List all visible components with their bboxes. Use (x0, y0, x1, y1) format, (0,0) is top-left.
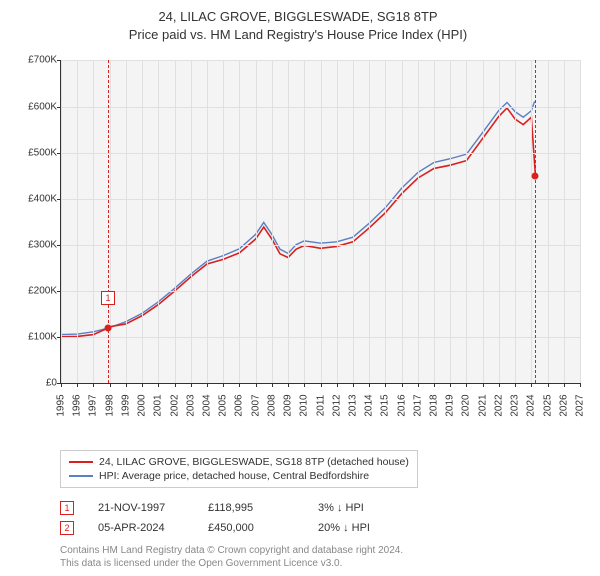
transaction-vs-hpi: 20% ↓ HPI (318, 522, 370, 534)
title-line-1: 24, LILAC GROVE, BIGGLESWADE, SG18 8TP (10, 8, 586, 26)
plot-inner: £0£100K£200K£300K£400K£500K£600K£700K199… (60, 60, 580, 384)
x-axis-label: 2000 (137, 395, 148, 417)
transaction-row: 1 21-NOV-1997 £118,995 3% ↓ HPI (60, 498, 586, 518)
x-axis-label: 2008 (266, 395, 277, 417)
x-axis-label: 2014 (364, 395, 375, 417)
legend: 24, LILAC GROVE, BIGGLESWADE, SG18 8TP (… (60, 450, 418, 488)
y-axis-label: £500K (15, 147, 57, 158)
x-axis-label: 2016 (396, 395, 407, 417)
x-axis-label: 2013 (347, 395, 358, 417)
legend-label: HPI: Average price, detached house, Cent… (99, 470, 369, 482)
y-axis-label: £400K (15, 193, 57, 204)
transaction-date: 21-NOV-1997 (98, 502, 184, 514)
x-axis-label: 2011 (315, 395, 326, 417)
legend-swatch (69, 475, 93, 477)
x-axis-label: 2020 (461, 395, 472, 417)
x-axis-label: 2019 (445, 395, 456, 417)
transaction-marker-box: 1 (60, 501, 74, 515)
footer-line-2: This data is licensed under the Open Gov… (60, 557, 586, 570)
x-axis-label: 2022 (493, 395, 504, 417)
x-axis-label: 2009 (283, 395, 294, 417)
x-axis-label: 2017 (412, 395, 423, 417)
marker-box: 1 (101, 291, 115, 305)
x-axis-label: 2023 (510, 395, 521, 417)
x-axis-label: 2015 (380, 395, 391, 417)
plot-area: £0£100K£200K£300K£400K£500K£600K£700K199… (50, 52, 586, 412)
transactions-table: 1 21-NOV-1997 £118,995 3% ↓ HPI 2 05-APR-2024… (60, 498, 586, 538)
x-axis-label: 2003 (185, 395, 196, 417)
x-axis-label: 2012 (331, 395, 342, 417)
chart-container: 24, LILAC GROVE, BIGGLESWADE, SG18 8TP P… (0, 0, 600, 576)
x-axis-label: 1999 (120, 395, 131, 417)
marker-line (108, 60, 109, 383)
x-axis-label: 2001 (153, 395, 164, 417)
y-axis-label: £200K (15, 286, 57, 297)
footer-line-1: Contains HM Land Registry data © Crown c… (60, 544, 586, 557)
x-axis-label: 2004 (201, 395, 212, 417)
y-axis-label: £300K (15, 239, 57, 250)
legend-item: 24, LILAC GROVE, BIGGLESWADE, SG18 8TP (… (69, 455, 409, 469)
transaction-date: 05-APR-2024 (98, 522, 184, 534)
series-price_paid (61, 108, 535, 337)
footer-attribution: Contains HM Land Registry data © Crown c… (60, 544, 586, 570)
chart-title: 24, LILAC GROVE, BIGGLESWADE, SG18 8TP P… (10, 8, 586, 44)
legend-swatch (69, 461, 93, 463)
title-line-2: Price paid vs. HM Land Registry's House … (10, 26, 586, 44)
transaction-row: 2 05-APR-2024 £450,000 20% ↓ HPI (60, 518, 586, 538)
x-axis-label: 2010 (299, 395, 310, 417)
x-axis-label: 2021 (477, 395, 488, 417)
transaction-marker-box: 2 (60, 521, 74, 535)
transaction-vs-hpi: 3% ↓ HPI (318, 502, 364, 514)
transaction-price: £118,995 (208, 502, 294, 514)
x-axis-label: 1997 (88, 395, 99, 417)
x-axis-label: 2018 (429, 395, 440, 417)
x-axis-label: 1996 (72, 395, 83, 417)
marker-dot (532, 172, 539, 179)
legend-label: 24, LILAC GROVE, BIGGLESWADE, SG18 8TP (… (99, 456, 409, 468)
x-axis-label: 1998 (104, 395, 115, 417)
x-axis-label: 2006 (234, 395, 245, 417)
y-axis-label: £700K (15, 55, 57, 66)
marker-dot (105, 325, 112, 332)
y-axis-label: £100K (15, 332, 57, 343)
transaction-price: £450,000 (208, 522, 294, 534)
x-axis-label: 2026 (558, 395, 569, 417)
series-hpi (61, 102, 535, 335)
x-axis-label: 2025 (542, 395, 553, 417)
y-axis-label: £0 (15, 378, 57, 389)
x-axis-label: 2024 (526, 395, 537, 417)
y-axis-label: £600K (15, 101, 57, 112)
x-axis-label: 1995 (56, 395, 67, 417)
x-axis-label: 2007 (250, 395, 261, 417)
x-axis-label: 2027 (575, 395, 586, 417)
legend-item: HPI: Average price, detached house, Cent… (69, 469, 409, 483)
x-axis-label: 2005 (218, 395, 229, 417)
x-axis-label: 2002 (169, 395, 180, 417)
marker-line (535, 60, 536, 383)
